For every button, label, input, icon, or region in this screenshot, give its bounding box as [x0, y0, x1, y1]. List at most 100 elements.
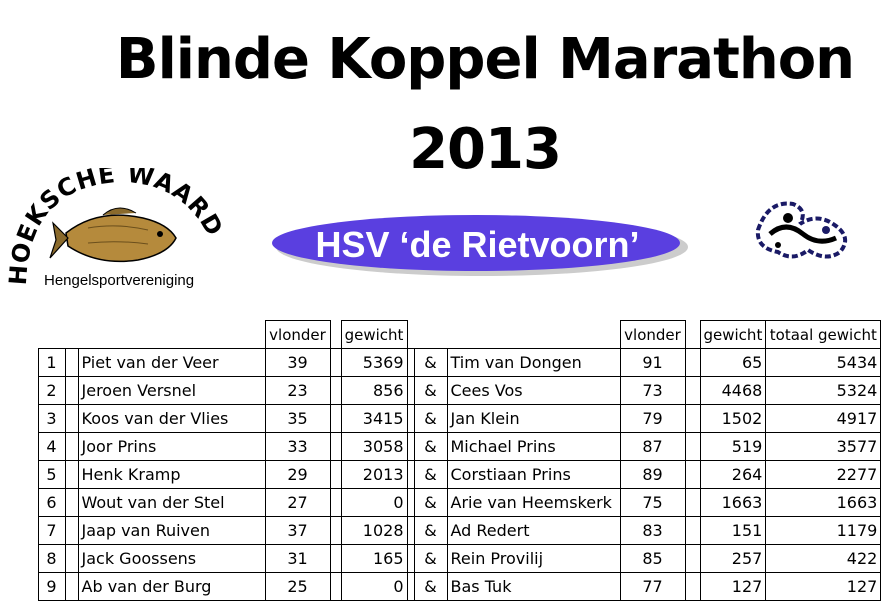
angler-2-gewicht: 519: [699, 432, 767, 461]
fish-icon: [49, 207, 177, 263]
angler-1-vlonder: 33: [264, 432, 331, 461]
pair-ampersand: &: [413, 348, 448, 377]
table-row: 7 Jaap van Ruiven 37 1028 & Ad Redert 83 151 117…: [0, 516, 882, 545]
angler-2-gewicht: 1663: [699, 488, 767, 517]
results-table: vlonder gewicht vlonder gewicht totaal g…: [0, 320, 882, 601]
angler-1-name: Jaap van Ruiven: [77, 516, 266, 545]
totaal-gewicht: 1663: [765, 488, 882, 517]
totaal-gewicht: 5434: [765, 348, 882, 377]
header-totaal: totaal gewicht: [765, 320, 882, 349]
spacer-cell: [329, 544, 342, 573]
hoeksche-waard-logo: HOEKSCHE WAARD: [8, 168, 228, 286]
spacer-cell: [406, 572, 415, 601]
spacer-cell: [406, 516, 415, 545]
angler-1-gewicht: 1028: [340, 516, 408, 545]
rank-cell: 6: [37, 488, 66, 517]
rank-cell: 5: [37, 460, 66, 489]
spacer-cell: [329, 516, 342, 545]
angler-1-name: Koos van der Vlies: [77, 404, 266, 433]
angler-1-name: Joor Prins: [77, 432, 266, 461]
totaal-gewicht: 1179: [765, 516, 882, 545]
table-row: 3 Koos van der Vlies 35 3415 & Jan Klein 79 150…: [0, 404, 882, 433]
spacer-cell: [684, 572, 701, 601]
angler-2-name: Ad Redert: [446, 516, 621, 545]
spacer-cell: [0, 405, 38, 433]
spacer-cell: [329, 432, 342, 461]
spacer-cell: [0, 377, 38, 405]
spacer-cell: [64, 348, 79, 377]
angler-1-vlonder: 23: [264, 376, 331, 405]
spacer-cell: [64, 516, 79, 545]
header-vlonder-2: vlonder: [619, 320, 686, 349]
spacer-cell: [406, 544, 415, 573]
angler-1-gewicht: 5369: [340, 348, 408, 377]
club-emblem-icon: [755, 201, 848, 259]
spacer-cell: [0, 461, 38, 489]
angler-2-gewicht: 4468: [699, 376, 767, 405]
spacer-cell: [0, 433, 38, 461]
table-header-row: vlonder gewicht vlonder gewicht totaal g…: [0, 320, 882, 349]
angler-1-gewicht: 856: [340, 376, 408, 405]
header-vlonder-1: vlonder: [264, 320, 331, 349]
spacer-cell: [684, 376, 701, 405]
spacer-cell: [329, 488, 342, 517]
spacer-cell: [406, 488, 415, 517]
title-line-1: Blinde Koppel Marathon: [115, 27, 855, 92]
angler-2-name: Corstiaan Prins: [446, 460, 621, 489]
pair-ampersand: &: [413, 516, 448, 545]
table-row: 5 Henk Kramp 29 2013 & Corstiaan Prins 89 264 22…: [0, 460, 882, 489]
spacer-cell: [684, 460, 701, 489]
totaal-gewicht: 422: [765, 544, 882, 573]
banner-ellipse: [272, 215, 688, 276]
totaal-gewicht: 5324: [765, 376, 882, 405]
rank-cell: 9: [37, 572, 66, 601]
spacer-cell: [64, 460, 79, 489]
angler-2-name: Tim van Dongen: [446, 348, 621, 377]
table-row: 8 Jack Goossens 31 165 & Rein Provilij 85 257 42…: [0, 544, 882, 573]
angler-2-vlonder: 89: [619, 460, 686, 489]
pair-ampersand: &: [413, 572, 448, 601]
rank-cell: 7: [37, 516, 66, 545]
spacer-cell: [329, 572, 342, 601]
table-row: 4 Joor Prins 33 3058 & Michael Prins 87 519 3577: [0, 432, 882, 461]
spacer-cell: [406, 348, 415, 377]
rank-cell: 4: [37, 432, 66, 461]
spacer-cell: [0, 489, 38, 517]
angler-1-vlonder: 27: [264, 488, 331, 517]
rank-cell: 3: [37, 404, 66, 433]
angler-2-vlonder: 83: [619, 516, 686, 545]
angler-1-name: Ab van der Burg: [77, 572, 266, 601]
angler-1-gewicht: 2013: [340, 460, 408, 489]
spacer-cell: [406, 460, 415, 489]
spacer-cell: [406, 404, 415, 433]
spacer-cell: [0, 545, 38, 573]
angler-2-vlonder: 85: [619, 544, 686, 573]
spacer-cell: [64, 404, 79, 433]
table-row: 6 Wout van der Stel 27 0 & Arie van Heemskerk…: [0, 488, 882, 517]
spacer-cell: [684, 404, 701, 433]
spacer-cell: [684, 544, 701, 573]
angler-2-name: Bas Tuk: [446, 572, 621, 601]
angler-1-name: Jeroen Versnel: [77, 376, 266, 405]
pair-ampersand: &: [413, 544, 448, 573]
angler-2-name: Michael Prins: [446, 432, 621, 461]
spacer-cell: [64, 544, 79, 573]
angler-2-vlonder: 73: [619, 376, 686, 405]
angler-2-name: Cees Vos: [446, 376, 621, 405]
table-row: 2 Jeroen Versnel 23 856 & Cees Vos 73 4468 5324: [0, 376, 882, 405]
spacer-cell: [329, 460, 342, 489]
pair-ampersand: &: [413, 376, 448, 405]
angler-2-vlonder: 77: [619, 572, 686, 601]
angler-1-gewicht: 3415: [340, 404, 408, 433]
angler-2-vlonder: 75: [619, 488, 686, 517]
spacer-cell: [684, 432, 701, 461]
angler-1-gewicht: 0: [340, 572, 408, 601]
angler-1-name: Piet van der Veer: [77, 348, 266, 377]
angler-2-name: Rein Provilij: [446, 544, 621, 573]
spacer-cell: [0, 349, 38, 377]
angler-1-name: Henk Kramp: [77, 460, 266, 489]
title-line-2: 2013: [409, 117, 562, 182]
totaal-gewicht: 2277: [765, 460, 882, 489]
angler-2-gewicht: 65: [699, 348, 767, 377]
spacer-cell: [329, 376, 342, 405]
